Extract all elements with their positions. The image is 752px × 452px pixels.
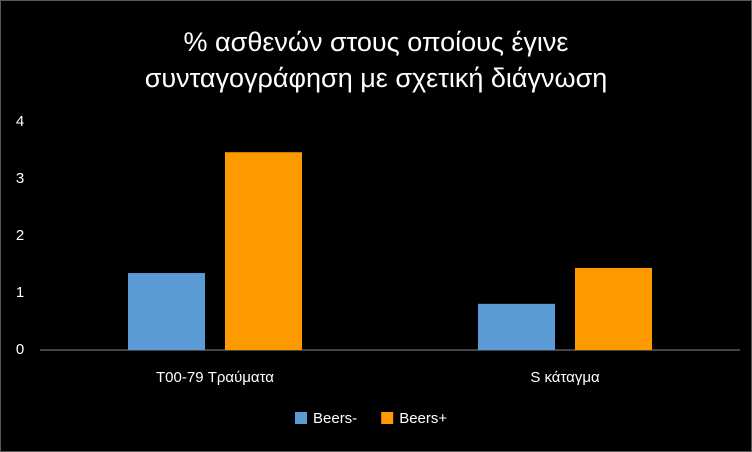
- bar: [478, 303, 555, 350]
- legend-swatch: [381, 412, 394, 424]
- chart-title: συνταγογράφηση με σχετική διάγνωση: [145, 63, 608, 93]
- bar: [128, 273, 205, 350]
- bar: [575, 267, 652, 350]
- y-tick-label: 1: [16, 284, 24, 301]
- legend-swatch: [295, 412, 307, 424]
- chart-title: % ασθενών στους οποίους έγινε: [184, 27, 569, 57]
- y-tick-label: 3: [16, 170, 24, 187]
- legend-label: Beers-: [313, 410, 357, 427]
- y-tick-label: 4: [16, 113, 24, 130]
- y-tick-label: 0: [16, 341, 24, 358]
- y-tick-label: 2: [16, 227, 24, 244]
- x-tick-label: S κάταγμα: [530, 369, 600, 386]
- legend-label: Beers+: [399, 410, 447, 427]
- bar: [225, 152, 302, 350]
- x-tick-label: T00-79 Τραύματα: [156, 369, 274, 386]
